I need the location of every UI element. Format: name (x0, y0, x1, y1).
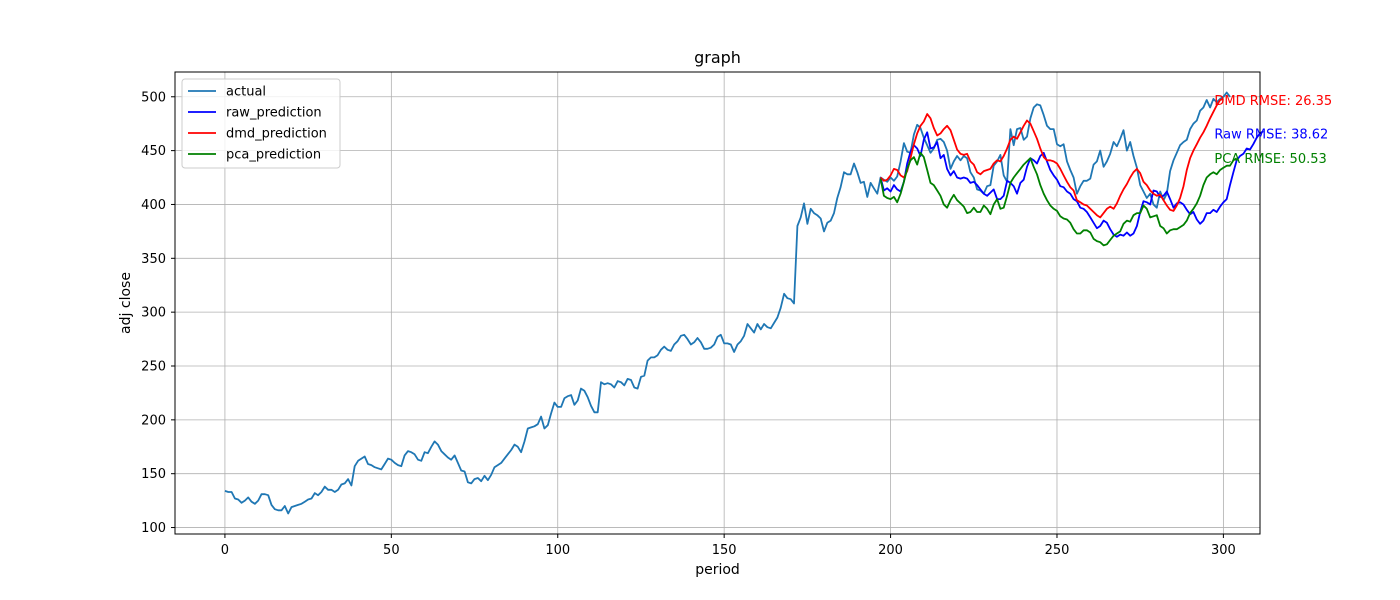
legend-box (181, 78, 341, 169)
series-line-dmd-prediction (879, 98, 1224, 219)
rmse-annotation: DMD RMSE: 26.35 (1214, 94, 1332, 109)
y-tick-label: 100 (141, 521, 166, 536)
legend-entry: pca_prediction (226, 148, 321, 163)
series-line-actual (224, 91, 1231, 515)
series-line-pca-prediction (879, 151, 1238, 247)
x-tick-label: 100 (545, 543, 570, 558)
chart-title: graph (694, 48, 741, 67)
legend-entry: dmd_prediction (226, 127, 327, 142)
rmse-annotation: Raw RMSE: 38.62 (1214, 127, 1328, 142)
rmse-annotations: DMD RMSE: 26.35 Raw RMSE: 38.62 PCA RMSE: … (1214, 94, 1332, 167)
y-tick-label: 350 (141, 252, 166, 267)
x-tick-label: 150 (712, 543, 737, 558)
y-tick-label: 250 (141, 360, 166, 375)
legend: actual raw_prediction dmd_prediction pca_pr… (181, 78, 341, 169)
rmse-annotation: PCA RMSE: 50.53 (1214, 152, 1326, 167)
y-tick-label: 400 (141, 198, 166, 213)
y-tick-label: 300 (141, 306, 166, 321)
y-tick-label: 500 (141, 90, 166, 105)
y-tick-label: 150 (141, 467, 166, 482)
plot-frame (174, 71, 1261, 535)
x-tick-label: 50 (383, 543, 400, 558)
axis-ticks: 0 50 100 150 200 250 300 100 150 200 250 300 350 400 4… (141, 90, 1236, 558)
grid (175, 72, 1260, 534)
x-tick-label: 300 (1211, 543, 1236, 558)
series-layer (224, 91, 1264, 515)
x-tick-label: 250 (1045, 543, 1070, 558)
y-axis-label: adj close (118, 272, 134, 334)
y-tick-label: 450 (141, 144, 166, 159)
x-axis-label: period (695, 562, 740, 578)
series-line-raw-prediction (879, 130, 1264, 238)
x-tick-label: 200 (878, 543, 903, 558)
y-tick-label: 200 (141, 413, 166, 428)
x-tick-label: 0 (221, 543, 229, 558)
legend-entry: actual (226, 85, 266, 100)
legend-entry: raw_prediction (226, 106, 322, 121)
